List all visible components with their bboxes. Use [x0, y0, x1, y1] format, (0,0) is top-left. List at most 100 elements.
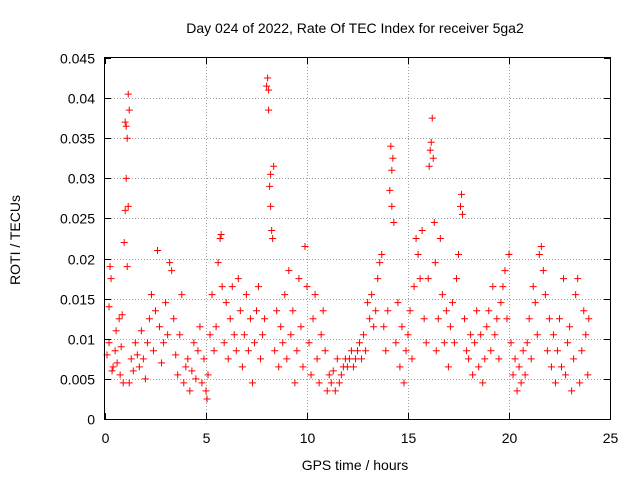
data-point: [428, 114, 436, 122]
data-point: [117, 343, 125, 351]
data-point: [570, 355, 578, 363]
data-point: [582, 331, 590, 339]
data-point: [505, 251, 513, 259]
data-point: [531, 299, 539, 307]
data-point: [121, 206, 129, 214]
data-point: [525, 315, 533, 323]
y-tick-label: 0.03: [68, 171, 95, 187]
data-point: [356, 339, 364, 347]
data-point: [501, 267, 509, 275]
x-axis-label: GPS time / hours: [302, 457, 409, 473]
y-tick-label: 0.01: [68, 332, 95, 348]
data-points: [103, 74, 593, 403]
data-point: [388, 166, 396, 174]
data-point: [585, 315, 593, 323]
data-point: [164, 331, 172, 339]
data-point: [511, 355, 519, 363]
data-point: [422, 339, 430, 347]
data-point: [455, 251, 462, 259]
data-point: [387, 142, 395, 150]
data-point: [143, 339, 151, 347]
data-point: [178, 291, 186, 299]
data-point: [427, 138, 435, 146]
data-point: [349, 363, 357, 371]
data-point: [194, 347, 202, 355]
data-point: [265, 86, 273, 94]
data-point: [162, 299, 170, 307]
data-point: [295, 275, 303, 283]
data-point: [497, 299, 505, 307]
data-point: [560, 275, 568, 283]
data-point: [293, 347, 301, 355]
data-point: [493, 315, 501, 323]
data-point: [368, 291, 376, 299]
data-point: [323, 387, 331, 395]
data-point: [325, 371, 333, 379]
data-point: [186, 387, 194, 395]
data-point: [319, 307, 327, 315]
data-point: [240, 331, 248, 339]
data-point: [105, 303, 113, 311]
data-point: [266, 182, 274, 190]
data-point: [311, 291, 319, 299]
data-point: [190, 339, 198, 347]
data-point: [192, 375, 200, 383]
data-point: [112, 327, 120, 335]
data-point: [392, 339, 400, 347]
plot-frame: [104, 57, 611, 420]
data-point: [564, 339, 572, 347]
data-point: [396, 363, 404, 371]
data-point: [572, 291, 580, 299]
data-point: [386, 186, 394, 194]
y-tick-label: 0.04: [68, 91, 95, 107]
data-point: [539, 267, 547, 275]
data-point: [176, 331, 184, 339]
data-point: [236, 307, 244, 315]
y-tick-label: 0.025: [60, 211, 95, 227]
data-point: [248, 379, 256, 387]
data-point: [270, 162, 278, 170]
data-point: [529, 283, 537, 291]
data-point: [267, 202, 275, 210]
data-point: [297, 323, 305, 331]
y-tick-label: 0.035: [60, 131, 95, 147]
data-point: [228, 283, 236, 291]
data-point: [333, 355, 341, 363]
x-tick-label: 5: [203, 430, 211, 446]
data-point: [553, 347, 561, 355]
data-point: [398, 323, 406, 331]
data-point: [471, 339, 479, 347]
data-point: [152, 307, 159, 315]
data-point: [444, 363, 452, 371]
data-point: [268, 226, 276, 234]
data-point: [184, 355, 192, 363]
data-point: [416, 275, 424, 283]
y-tick-label: 0.045: [60, 51, 95, 67]
data-point: [170, 315, 178, 323]
data-point: [273, 307, 281, 315]
data-point: [123, 134, 131, 142]
data-point: [259, 331, 267, 339]
data-point: [406, 307, 414, 315]
data-point: [418, 226, 426, 234]
data-point: [485, 307, 493, 315]
data-point: [412, 235, 420, 242]
data-point: [360, 331, 368, 339]
data-point: [440, 339, 448, 347]
data-point: [317, 331, 325, 339]
data-point: [483, 323, 491, 331]
x-tick-label: 20: [502, 430, 518, 446]
data-point: [331, 387, 339, 395]
data-point: [244, 347, 252, 355]
data-point: [206, 331, 214, 339]
grid-lines: [105, 58, 610, 419]
data-point: [580, 307, 588, 315]
data-point: [269, 235, 277, 242]
x-tick-label: 10: [300, 430, 316, 446]
data-point: [160, 339, 168, 347]
x-tick-label: 0: [102, 430, 110, 446]
data-point: [133, 351, 141, 359]
chart-title: Day 024 of 2022, Rate Of TEC Index for r…: [186, 20, 524, 36]
data-point: [382, 347, 390, 355]
data-point: [255, 283, 263, 291]
